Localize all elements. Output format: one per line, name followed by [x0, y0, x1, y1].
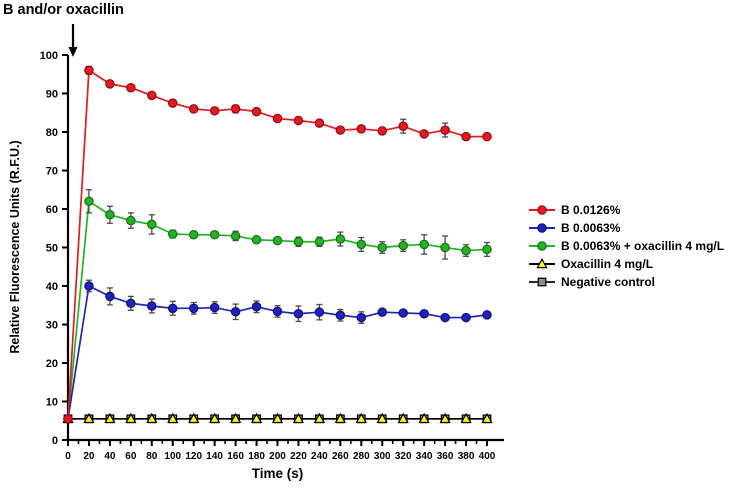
- legend-label: B 0.0063% + oxacillin 4 mg/L: [561, 239, 725, 253]
- legend: B 0.0126% B 0.0063% B 0.0063% + oxacilli…: [527, 202, 724, 292]
- x-tick-label: 180: [248, 451, 265, 462]
- y-tick-label: 0: [52, 435, 58, 447]
- series-b-0-0063-: [63, 279, 492, 424]
- down-arrow-icon: [68, 24, 78, 57]
- x-tick-label: 160: [227, 451, 244, 462]
- legend-marker-red-circle-icon: [529, 205, 555, 215]
- x-tick-label: 100: [164, 451, 181, 462]
- series-b-0-0126-: [63, 65, 492, 424]
- y-tick-label: 100: [40, 50, 58, 62]
- series-oxacillin-4-mg-l: [62, 412, 493, 424]
- axes: 0 10 20 30 40 50 60 70 80 90 100 0 20 40 60 80 100 120 140…: [40, 50, 504, 462]
- y-tick-label: 30: [46, 320, 58, 332]
- x-tick-label: 200: [269, 451, 286, 462]
- x-tick-label: 20: [83, 451, 95, 462]
- legend-item: B 0.0126%: [527, 202, 724, 218]
- annotation-title: B and/or oxacillin: [3, 2, 124, 18]
- y-tick-label: 50: [46, 243, 58, 255]
- x-tick-label: 140: [206, 451, 223, 462]
- legend-item: B 0.0063% + oxacillin 4 mg/L: [527, 238, 724, 254]
- x-tick-label: 280: [353, 451, 370, 462]
- legend-label: Oxacillin 4 mg/L: [561, 257, 654, 271]
- x-tick-label: 0: [65, 451, 71, 462]
- legend-label: B 0.0126%: [561, 203, 621, 217]
- legend-label: Negative control: [561, 275, 656, 289]
- y-tick-label: 70: [46, 166, 58, 178]
- x-tick-label: 320: [395, 451, 412, 462]
- legend-marker-green-circle-icon: [529, 241, 555, 251]
- y-tick-label: 10: [46, 397, 58, 409]
- legend-item: Oxacillin 4 mg/L: [527, 256, 724, 272]
- legend-marker-yellow-triangle-icon: [529, 257, 555, 269]
- x-tick-label: 220: [290, 451, 307, 462]
- legend-marker-gray-square-icon: [529, 277, 555, 287]
- x-tick-label: 300: [374, 451, 391, 462]
- legend-item: Negative control: [527, 274, 724, 290]
- x-tick-label: 240: [311, 451, 328, 462]
- legend-label: B 0.0063%: [561, 221, 621, 235]
- x-tick-label: 40: [104, 451, 116, 462]
- y-axis-label: Relative Fluorescence Units (R.F.U.): [8, 140, 22, 354]
- y-tick-label: 90: [46, 89, 58, 101]
- y-tick-label: 80: [46, 127, 58, 139]
- x-tick-label: 120: [185, 451, 202, 462]
- x-tick-label: 380: [458, 451, 475, 462]
- y-tick-label: 20: [46, 358, 58, 370]
- x-tick-label: 400: [479, 451, 496, 462]
- x-tick-label: 80: [146, 451, 158, 462]
- x-tick-label: 340: [416, 451, 433, 462]
- legend-marker-blue-circle-icon: [529, 223, 555, 233]
- y-tick-label: 60: [46, 204, 58, 216]
- legend-item: B 0.0063%: [527, 220, 724, 236]
- x-tick-label: 360: [437, 451, 454, 462]
- y-tick-label: 40: [46, 281, 58, 293]
- x-tick-label: 260: [332, 451, 349, 462]
- x-axis-label: Time (s): [251, 466, 304, 481]
- x-tick-label: 60: [125, 451, 137, 462]
